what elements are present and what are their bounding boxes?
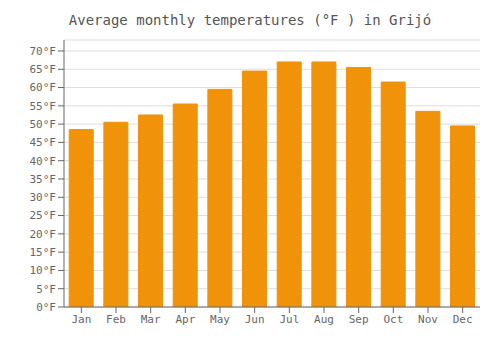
svg-text:Jul: Jul [279, 313, 299, 326]
svg-text:40°F: 40°F [30, 155, 57, 168]
svg-text:5°F: 5°F [36, 283, 56, 296]
svg-text:25°F: 25°F [30, 209, 57, 222]
svg-text:55°F: 55°F [30, 100, 57, 113]
svg-text:15°F: 15°F [30, 246, 57, 259]
svg-text:Jun: Jun [245, 313, 265, 326]
svg-text:70°F: 70°F [30, 45, 57, 58]
svg-text:Sep: Sep [349, 313, 369, 326]
svg-text:45°F: 45°F [30, 136, 57, 149]
svg-text:50°F: 50°F [30, 118, 57, 131]
svg-text:60°F: 60°F [30, 81, 57, 94]
svg-text:Mar: Mar [141, 313, 161, 326]
svg-text:Jan: Jan [71, 313, 91, 326]
svg-text:Aug: Aug [314, 313, 334, 326]
svg-text:35°F: 35°F [30, 173, 57, 186]
svg-text:May: May [210, 313, 230, 326]
svg-text:65°F: 65°F [30, 63, 57, 76]
svg-text:Apr: Apr [175, 313, 195, 326]
html-text:Average monthly temperatures (: Average monthly temperatures (°F ) in Gr… [68, 12, 432, 28]
svg-text:Nov: Nov [418, 313, 438, 326]
svg-text:Feb: Feb [106, 313, 126, 326]
svg-text:Oct: Oct [383, 313, 403, 326]
svg-text:Dec: Dec [453, 313, 473, 326]
svg-text:0°F: 0°F [36, 301, 56, 314]
svg-text:30°F: 30°F [30, 191, 57, 204]
svg-text:10°F: 10°F [30, 264, 57, 277]
svg-text:20°F: 20°F [30, 228, 57, 241]
